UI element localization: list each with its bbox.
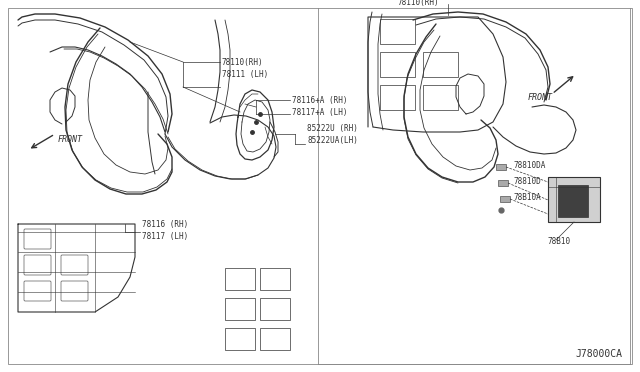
Text: 78116 (RH): 78116 (RH)	[142, 219, 188, 228]
Text: FRONT: FRONT	[58, 135, 83, 144]
Text: 85222UA(LH): 85222UA(LH)	[307, 137, 358, 145]
Bar	[423, 52, 458, 77]
Text: 78116+A (RH): 78116+A (RH)	[292, 96, 348, 105]
Text: 78117 (LH): 78117 (LH)	[142, 232, 188, 241]
Bar	[380, 85, 415, 110]
Text: 78810D: 78810D	[513, 176, 541, 186]
Text: FRONT: FRONT	[528, 93, 553, 102]
Text: 78B10A: 78B10A	[513, 192, 541, 202]
Text: 78110(RH): 78110(RH)	[222, 58, 264, 67]
Bar	[260, 268, 290, 290]
Bar	[260, 298, 290, 320]
Text: J78000CA: J78000CA	[575, 349, 622, 359]
Bar	[380, 19, 415, 44]
Bar	[498, 180, 508, 186]
Bar	[548, 177, 600, 222]
Text: 78B10: 78B10	[548, 237, 571, 247]
Text: 85222U (RH): 85222U (RH)	[307, 124, 358, 132]
Bar	[225, 298, 255, 320]
Bar	[423, 85, 458, 110]
Bar	[500, 196, 510, 202]
Text: 78117+A (LH): 78117+A (LH)	[292, 109, 348, 118]
Bar	[558, 185, 588, 217]
Bar	[496, 164, 506, 170]
Bar	[380, 52, 415, 77]
Bar	[225, 328, 255, 350]
Text: 78110(RH): 78110(RH)	[398, 0, 440, 6]
Text: 78810DA: 78810DA	[513, 160, 545, 170]
Bar	[260, 328, 290, 350]
Text: 78111 (LH): 78111 (LH)	[222, 71, 268, 80]
Bar	[225, 268, 255, 290]
